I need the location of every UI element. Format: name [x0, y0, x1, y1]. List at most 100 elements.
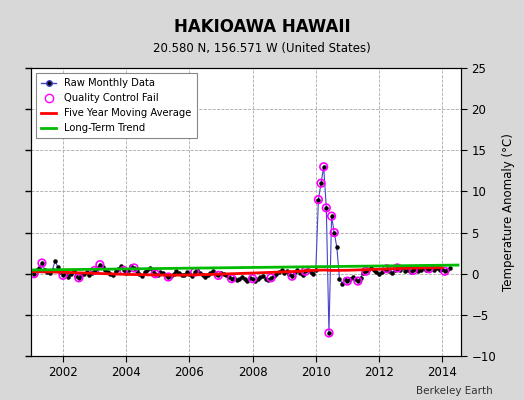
Point [172, 268, 180, 274]
Point [214, 272, 223, 278]
Point [109, 272, 117, 278]
Point [396, 266, 404, 273]
Point [438, 266, 446, 272]
Point [401, 268, 409, 274]
Point [425, 266, 433, 272]
Point [209, 268, 217, 274]
Point [433, 265, 441, 271]
Point [146, 265, 154, 271]
Point [428, 264, 436, 270]
Point [35, 265, 43, 271]
Point [130, 265, 138, 271]
Point [233, 277, 241, 284]
Point [367, 265, 375, 271]
Point [83, 269, 91, 275]
Point [104, 269, 112, 275]
Point [272, 270, 280, 277]
Point [325, 330, 333, 336]
Point [140, 269, 149, 275]
Point [254, 276, 262, 283]
Point [217, 270, 225, 276]
Point [264, 277, 272, 284]
Point [441, 268, 449, 274]
Point [30, 270, 38, 277]
Point [30, 270, 38, 277]
Point [230, 275, 238, 281]
Point [343, 278, 352, 284]
Point [243, 278, 252, 284]
Point [398, 264, 407, 270]
Point [74, 275, 83, 281]
Point [91, 267, 99, 274]
Point [261, 276, 270, 282]
Point [112, 268, 120, 274]
Point [201, 274, 210, 280]
Point [420, 265, 428, 271]
Point [312, 267, 320, 274]
Point [43, 269, 51, 275]
Point [282, 268, 291, 274]
Point [191, 269, 199, 275]
Point [138, 273, 146, 279]
Point [372, 269, 380, 275]
Point [301, 268, 310, 274]
Point [241, 276, 249, 283]
Point [354, 278, 362, 284]
Point [309, 270, 318, 277]
Point [46, 270, 54, 276]
Point [299, 272, 307, 278]
Point [206, 270, 215, 276]
Point [259, 273, 267, 279]
Point [74, 275, 83, 281]
Point [320, 164, 328, 170]
Point [196, 270, 204, 276]
Text: HAKIOAWA HAWAII: HAKIOAWA HAWAII [173, 18, 351, 36]
Point [269, 273, 278, 279]
Point [346, 276, 354, 282]
Point [443, 266, 452, 273]
Point [40, 266, 49, 273]
Point [288, 273, 296, 279]
Point [320, 164, 328, 170]
Point [227, 276, 236, 282]
Text: 20.580 N, 156.571 W (United States): 20.580 N, 156.571 W (United States) [153, 42, 371, 55]
Point [277, 267, 286, 274]
Point [96, 262, 104, 268]
Point [322, 205, 331, 211]
Point [275, 269, 283, 275]
Point [322, 205, 331, 211]
Point [296, 270, 304, 276]
Point [333, 244, 341, 250]
Point [169, 270, 178, 277]
Point [188, 273, 196, 279]
Point [125, 266, 133, 273]
Point [164, 274, 172, 280]
Point [335, 276, 344, 282]
Point [64, 274, 72, 280]
Point [164, 274, 172, 280]
Point [227, 276, 236, 282]
Point [317, 180, 325, 186]
Point [404, 266, 412, 273]
Point [248, 276, 257, 282]
Point [167, 273, 175, 279]
Point [290, 269, 299, 275]
Point [127, 263, 136, 270]
Point [235, 276, 244, 282]
Point [80, 270, 89, 277]
Point [191, 269, 199, 275]
Point [56, 269, 64, 275]
Point [383, 266, 391, 272]
Point [182, 269, 191, 275]
Point [148, 268, 157, 274]
Point [119, 267, 128, 274]
Y-axis label: Temperature Anomaly (°C): Temperature Anomaly (°C) [502, 133, 515, 291]
Point [114, 266, 123, 272]
Point [93, 265, 102, 271]
Point [156, 269, 165, 275]
Point [293, 267, 301, 274]
Point [38, 260, 46, 266]
Point [341, 276, 349, 282]
Point [351, 276, 359, 283]
Point [317, 180, 325, 186]
